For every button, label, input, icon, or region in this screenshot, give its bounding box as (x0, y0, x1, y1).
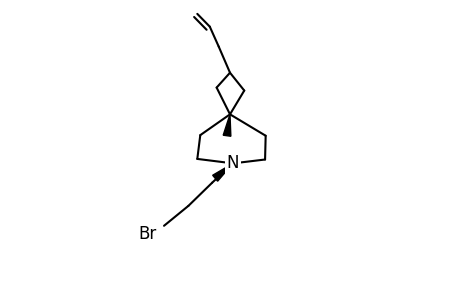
Polygon shape (212, 164, 232, 181)
Polygon shape (223, 114, 230, 136)
Text: N: N (226, 154, 239, 172)
Text: Br: Br (138, 225, 156, 243)
